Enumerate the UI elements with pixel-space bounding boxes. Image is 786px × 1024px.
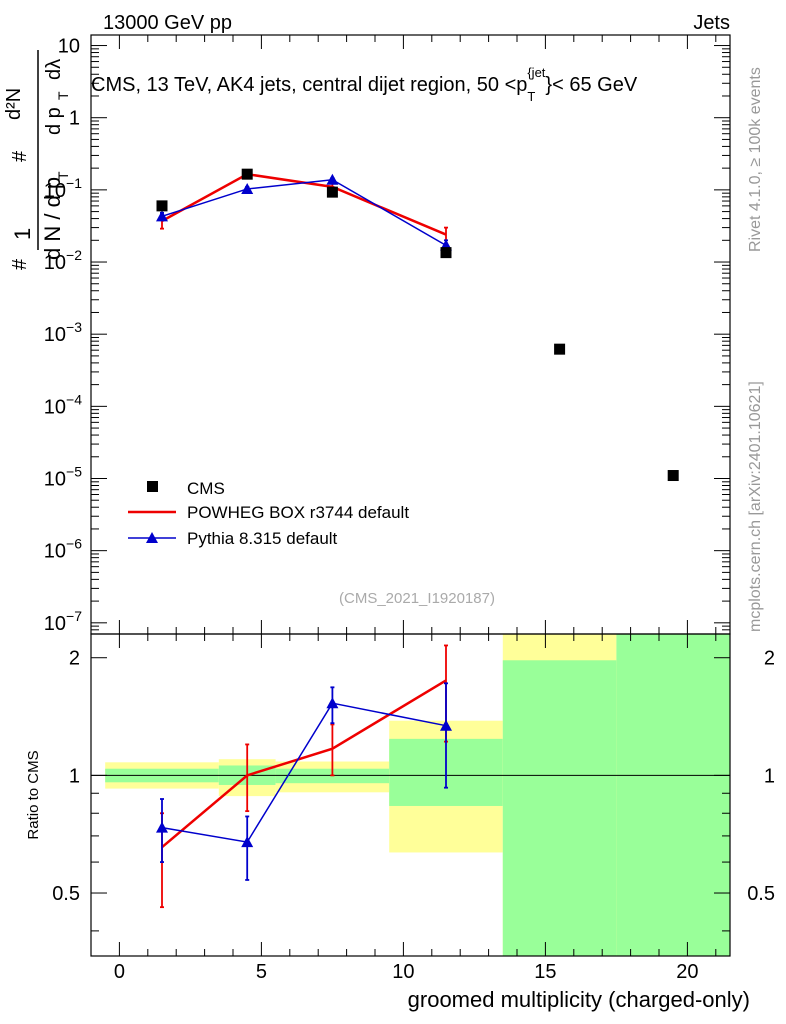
y-tick-label: 10−3 (44, 319, 82, 346)
y-tick-label: 10−4 (44, 391, 82, 418)
cms-point (440, 247, 452, 259)
pythia-marker (326, 173, 339, 185)
pythia-marker (241, 182, 254, 194)
pythia-line (161, 178, 447, 247)
cms-point (326, 186, 338, 198)
side-label-mcplots: mcplots.cern.ch [arXiv:2401.10621] (747, 381, 764, 632)
ylabel-dN-dp: d N / d p (40, 177, 65, 260)
title-sub: T (527, 89, 535, 104)
legend-powheg-label: POWHEG BOX r3744 default (187, 503, 409, 522)
ratio-y-axis-label: Ratio to CMS (25, 750, 42, 839)
y-tick-label: 10−1 (44, 175, 82, 202)
title-suffix: }< 65 GeV (545, 74, 637, 96)
band-green-5 (616, 634, 730, 956)
data-series (156, 168, 679, 909)
ratio-pythia-marker (241, 836, 254, 848)
band-green-4 (502, 660, 617, 956)
y-tick-label: 10−7 (44, 608, 82, 635)
ratio-pythia-line (161, 702, 447, 843)
header-left: 13000 GeV pp (103, 12, 232, 34)
ratio-y-tick-label-left: 1 (69, 765, 80, 787)
ratio-y-tick-label-right: 0.5 (747, 883, 775, 905)
pythia-marker (156, 210, 168, 222)
cms-point (241, 168, 253, 180)
ratio-y-tick-label-right: 1 (764, 765, 775, 787)
y-tick-label: 10−6 (44, 536, 82, 563)
ylabel-d2N: d²N (3, 88, 25, 120)
side-label-rivet: Rivet 4.1.0, ≥ 100k events (747, 67, 764, 252)
legend-cms-marker (147, 481, 158, 492)
y-tick-label: 10−5 (44, 464, 82, 491)
ratio-uncertainty-bands (105, 634, 730, 956)
analysis-watermark: (CMS_2021_I1920187) (339, 590, 495, 607)
title-prefix: CMS, 13 TeV, AK4 jets, central dijet reg… (91, 74, 527, 96)
x-tick-label: 15 (534, 961, 556, 983)
ylabel-T-1: T (55, 171, 71, 180)
cms-point (156, 200, 168, 212)
ylabel-one: 1 (10, 228, 35, 240)
x-tick-label: 0 (114, 961, 125, 983)
plot-title: CMS, 13 TeV, AK4 jets, central dijet reg… (91, 65, 638, 104)
legend-cms-label: CMS (187, 479, 225, 498)
x-tick-label: 10 (392, 961, 414, 983)
ylabel-hash-2: # (9, 150, 31, 162)
ylabel-dp: d p (43, 107, 65, 135)
axes: 0 5 10 15 20 10 1 10−1 10−2 10−3 10−4 10−5 10−6 10−7 0… (44, 34, 775, 983)
legend-pythia-marker (146, 532, 158, 543)
x-axis-label: groomed multiplicity (charged-only) (408, 987, 750, 1012)
ratio-pythia-marker (440, 719, 452, 731)
ratio-pythia-marker (156, 821, 168, 833)
x-tick-label: 5 (256, 961, 267, 983)
y-tick-label: 10−2 (44, 247, 82, 274)
top-y-axis-label: # 1 d N / d p T # d²N d p T dλ (3, 50, 71, 270)
powheg-line (161, 172, 447, 236)
title-sup: {jet (527, 65, 545, 80)
cms-point (667, 470, 679, 482)
ratio-y-tick-label-left: 0.5 (52, 883, 80, 905)
ratio-panel-frame (90, 633, 731, 957)
header-right: Jets (693, 12, 730, 34)
legend-pythia-label: Pythia 8.315 default (187, 529, 338, 548)
ylabel-dlambda: dλ (43, 59, 65, 80)
ylabel-T-2: T (55, 91, 71, 100)
ratio-y-tick-label-left: 2 (69, 648, 80, 670)
ylabel-hash-1: # (9, 258, 31, 270)
cms-point (554, 343, 566, 355)
ratio-y-tick-label-right: 2 (764, 648, 775, 670)
y-tick-label: 10 (58, 36, 80, 58)
y-tick-label: 1 (69, 108, 80, 130)
legend: CMS POWHEG BOX r3744 default Pythia 8.31… (128, 479, 409, 548)
ratio-pythia-marker (326, 697, 339, 709)
x-tick-label: 20 (676, 961, 698, 983)
